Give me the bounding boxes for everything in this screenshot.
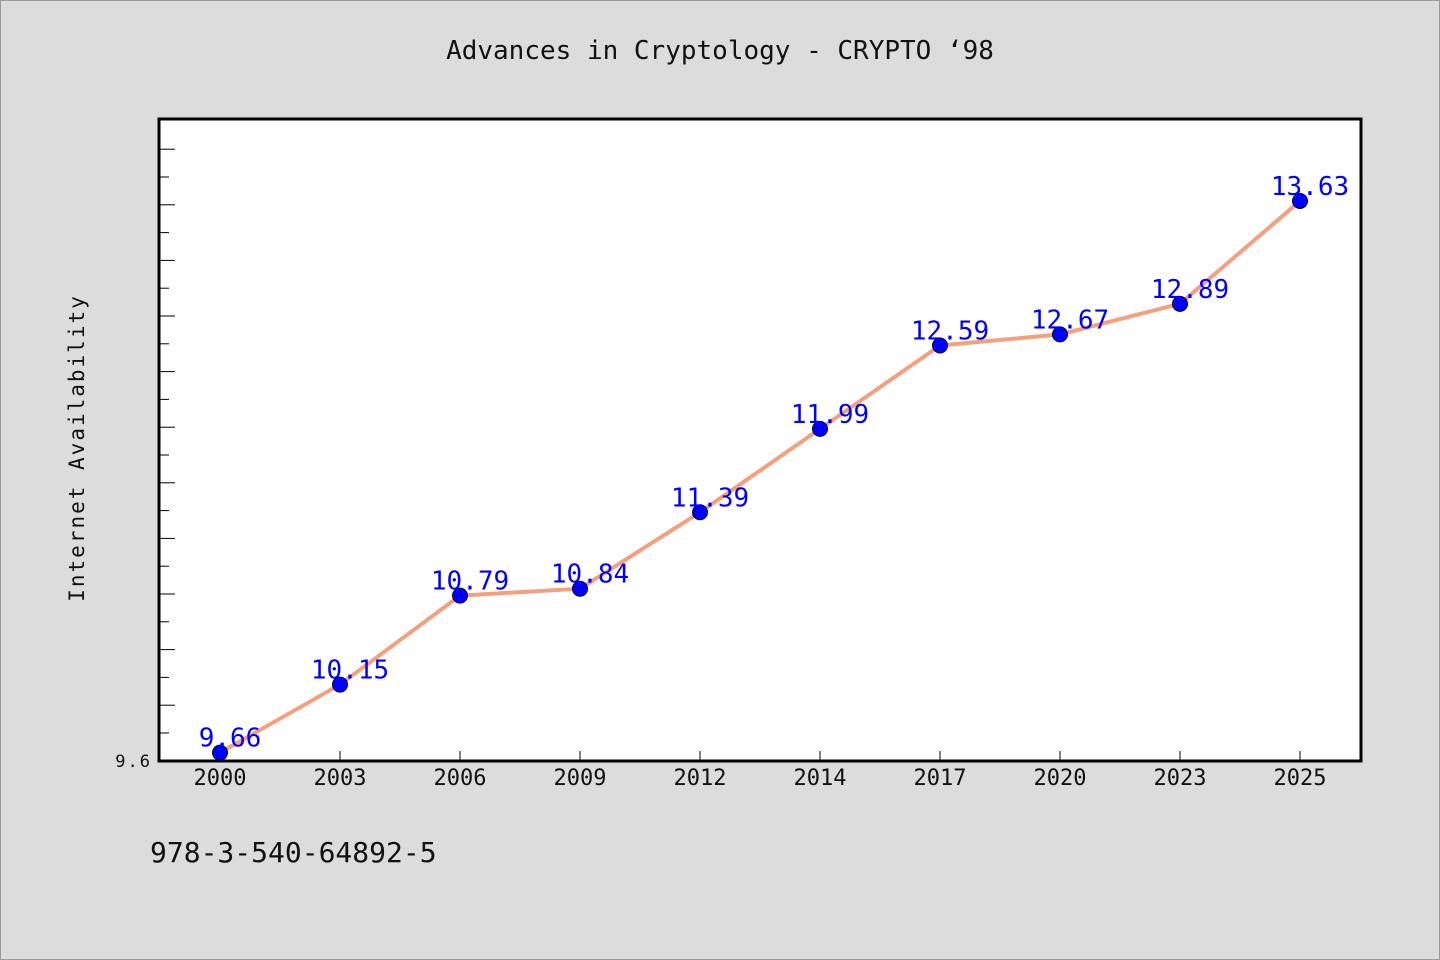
data-point <box>1292 192 1308 209</box>
x-tick-label: 2009 <box>554 766 607 791</box>
data-label: 10.15 <box>311 656 389 686</box>
data-markers <box>212 192 1308 761</box>
data-label: 12.59 <box>911 317 989 347</box>
y-axis-label: Internet Availability <box>65 294 89 602</box>
data-point <box>332 676 348 693</box>
data-point <box>572 580 588 597</box>
data-label: 10.79 <box>431 567 509 597</box>
x-tick-label: 2014 <box>794 766 847 791</box>
x-tick-label: 2023 <box>1154 766 1207 791</box>
series-line <box>218 198 1302 755</box>
data-point <box>692 504 708 521</box>
x-tick-label: 2000 <box>194 766 247 791</box>
data-label: 13.63 <box>1271 172 1349 202</box>
y-tick-label: 9.6 <box>115 752 152 772</box>
data-label: 12.67 <box>1031 305 1109 335</box>
x-tick-label: 2017 <box>914 766 967 791</box>
plot-area <box>157 117 1363 763</box>
x-tick-label: 2025 <box>1274 766 1327 791</box>
data-point <box>212 744 228 761</box>
data-label: 10.84 <box>551 560 629 590</box>
x-axis-ticks: 2000 2003 2006 2009 2012 2014 2017 2020 2023 2025 <box>194 751 1327 791</box>
data-label: 9.66 <box>199 724 262 754</box>
chart-title: Advances in Cryptology - CRYPTO ‘98 <box>446 36 994 66</box>
data-point <box>1172 295 1188 312</box>
y-axis-ticks: 9.6 <box>115 148 175 772</box>
data-point <box>1052 326 1068 343</box>
x-tick-label: 2020 <box>1034 766 1087 791</box>
x-tick-label: 2012 <box>674 766 727 791</box>
data-label: 11.39 <box>671 483 749 513</box>
data-point <box>932 337 948 354</box>
x-tick-label: 2003 <box>314 766 367 791</box>
series-line-group <box>218 198 1302 755</box>
data-labels: 9.66 10.15 10.79 10.84 11.39 11.99 12.59 12.67 1… <box>199 172 1349 754</box>
data-point <box>812 420 828 437</box>
x-tick-label: 2006 <box>434 766 487 791</box>
data-point <box>452 587 468 604</box>
data-label: 11.99 <box>791 400 869 430</box>
data-label: 12.89 <box>1151 275 1229 305</box>
isbn-footer: 978-3-540-64892-5 <box>150 836 437 869</box>
